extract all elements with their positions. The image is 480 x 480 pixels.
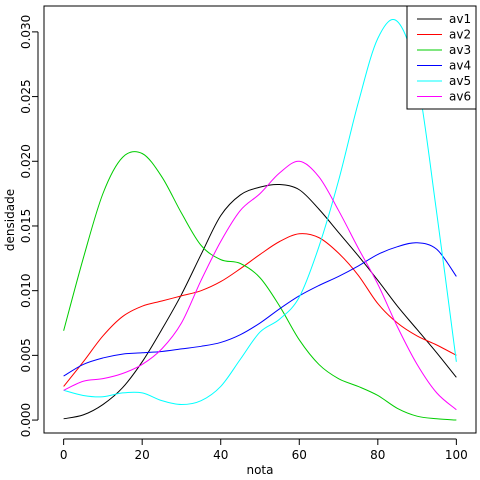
y-tick-label: 0.000 <box>19 403 33 437</box>
y-tick-label: 0.015 <box>19 209 33 243</box>
y-tick-label: 0.020 <box>19 144 33 178</box>
series-line-av1 <box>63 183 457 420</box>
series-layer <box>63 19 457 421</box>
x-tick-label: 60 <box>292 448 307 462</box>
x-tick-label: 80 <box>370 448 385 462</box>
legend-label-av1: av1 <box>449 12 471 26</box>
x-tick-label: 0 <box>60 448 68 462</box>
y-tick-label: 0.030 <box>19 15 33 49</box>
x-axis: 0 20 40 60 80 100 <box>60 438 468 462</box>
series-line-av2 <box>63 233 457 387</box>
series-line-av3 <box>63 151 457 421</box>
legend-box <box>406 5 477 110</box>
legend-label-av5: av5 <box>449 74 471 88</box>
y-tick-label: 0.005 <box>19 338 33 372</box>
legend-label-av6: av6 <box>449 90 471 104</box>
series-line-av5 <box>63 19 457 406</box>
x-axis-label: nota <box>246 463 273 477</box>
series-line-av4 <box>63 242 457 377</box>
x-tick-label: 40 <box>213 448 228 462</box>
y-axis: 0.000 0.005 0.010 0.015 0.020 0.025 0.030 <box>19 15 39 437</box>
y-tick-label: 0.010 <box>19 273 33 307</box>
plot-frame <box>43 5 477 434</box>
y-tick-label: 0.025 <box>19 79 33 113</box>
y-axis-label: densidade <box>3 189 17 251</box>
legend-label-av4: av4 <box>449 59 471 73</box>
x-tick-label: 20 <box>135 448 150 462</box>
legend-label-av2: av2 <box>449 28 471 42</box>
series-line-av6 <box>63 160 457 411</box>
legend-label-av3: av3 <box>449 43 471 57</box>
x-tick-label: 100 <box>445 448 468 462</box>
